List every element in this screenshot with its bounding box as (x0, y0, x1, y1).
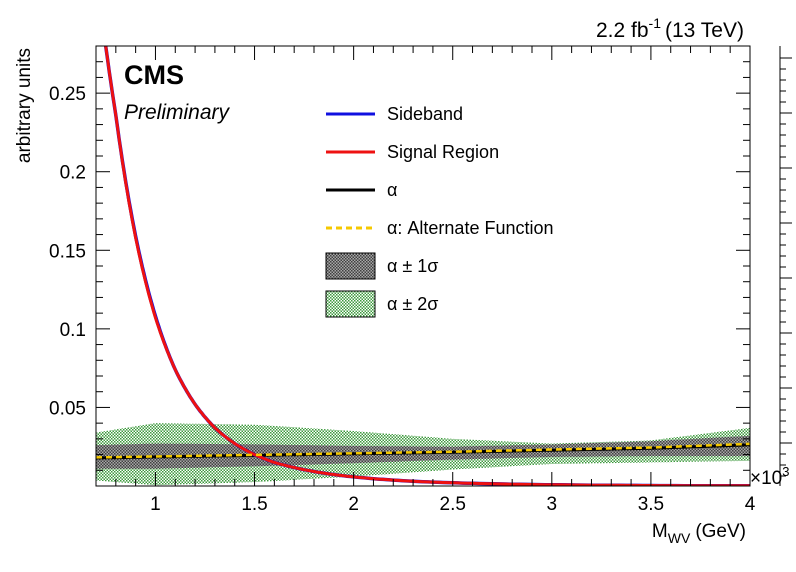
legend-entry-alpha: α (326, 180, 397, 200)
axis-ticks (95, 45, 792, 486)
lumi-energy: (13 TeV) (665, 19, 744, 42)
legend-entry-alternate: α: Alternate Function (326, 218, 554, 238)
legend-swatch (325, 290, 376, 318)
lumi-exponent: -1 (649, 15, 662, 31)
x-axis-multiplier: ×103 (750, 464, 789, 489)
legend-label: Sideband (387, 104, 463, 124)
legend: Sideband Signal Region α α: Alternate Funct… (325, 104, 554, 318)
legend-entry-sideband: Sideband (326, 104, 463, 124)
preliminary-label: Preliminary (124, 101, 231, 124)
x-axis-title-sub: WV (668, 530, 691, 546)
series-lines (96, 46, 750, 486)
y-tick-label: 0.2 (60, 163, 86, 184)
series-line-alpha (96, 443, 750, 460)
legend-entry-band2: α ± 2σ (325, 290, 438, 318)
axis-tick-labels: 1 1.5 2 2.5 3 3.5 4 0.05 0.1 0.15 0.2 0.25 (49, 84, 756, 515)
legend-label: Signal Region (387, 142, 499, 162)
legend-label: α (387, 180, 397, 200)
luminosity-label: 2.2 fb-1 (13 TeV) (596, 15, 744, 42)
x-axis-title-main: M (652, 521, 668, 542)
y-axis-title: arbitrary units (14, 48, 35, 163)
cms-label: CMS (124, 60, 184, 90)
x-axis-title-unit: (GeV) (695, 521, 746, 542)
x-tick-label: 2.5 (440, 494, 466, 515)
x-tick-label: 2 (348, 494, 359, 515)
x-tick-label: 3.5 (638, 494, 664, 515)
y-tick-label: 0.05 (49, 398, 86, 419)
x-tick-label: 1.5 (241, 494, 267, 515)
x-tick-label: 1 (150, 494, 161, 515)
legend-entry-band1: α ± 1σ (325, 252, 438, 280)
legend-label: α ± 1σ (387, 256, 438, 276)
y-tick-label: 0.1 (60, 320, 86, 341)
lumi-value: 2.2 fb (596, 19, 649, 42)
legend-label: α: Alternate Function (387, 218, 554, 238)
series-line-sideband (103, 46, 750, 486)
y-tick-label: 0.25 (49, 84, 86, 105)
legend-swatch (325, 252, 376, 280)
x-multiplier-base: ×10 (750, 468, 782, 489)
legend-label: α ± 2σ (387, 294, 438, 314)
series-line-signal (104, 46, 750, 486)
x-tick-label: 4 (745, 494, 756, 515)
legend-entry-signal: Signal Region (326, 142, 499, 162)
x-multiplier-exp: 3 (782, 464, 789, 479)
x-tick-label: 3 (547, 494, 558, 515)
x-axis-title: MWV (GeV) (652, 521, 746, 546)
y-tick-label: 0.15 (49, 241, 86, 262)
